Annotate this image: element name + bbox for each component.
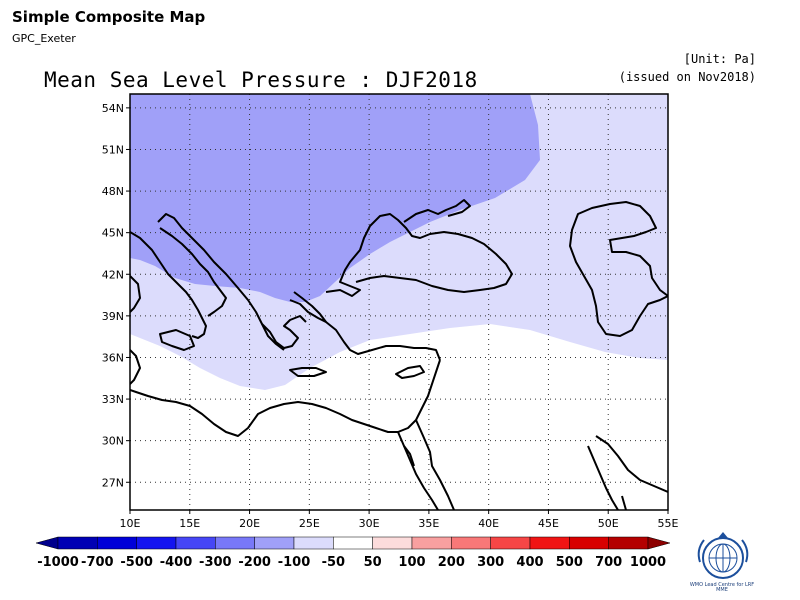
lon-axis: 10E 15E 20E 25E 30E 35E 40E 45E 50E 55E bbox=[120, 510, 679, 530]
colorbar-swatch bbox=[569, 536, 609, 550]
lat-tick-label: 30N bbox=[102, 435, 124, 448]
issued-label: (issued on Nov2018) bbox=[618, 70, 756, 84]
colorbar-swatch bbox=[608, 536, 649, 550]
colorbar-label: 1000 bbox=[630, 555, 666, 570]
lon-tick-label: 15E bbox=[179, 517, 200, 530]
colorbar-arrow-high bbox=[647, 536, 671, 550]
colorbar-swatch bbox=[451, 536, 491, 550]
app-title: Simple Composite Map bbox=[12, 8, 206, 26]
colorbar-label: -100 bbox=[278, 555, 311, 570]
lat-tick-label: 39N bbox=[102, 310, 124, 323]
lon-tick-label: 10E bbox=[120, 517, 141, 530]
coastlines bbox=[130, 199, 668, 510]
colorbar-label: -1000 bbox=[37, 555, 79, 570]
lon-tick-label: 35E bbox=[418, 517, 439, 530]
colorbar-label: -200 bbox=[238, 555, 271, 570]
colorbar-label: 100 bbox=[398, 555, 425, 570]
colorbar-swatch bbox=[97, 536, 137, 550]
lat-tick-label: 48N bbox=[102, 185, 124, 198]
lon-tick-label: 40E bbox=[478, 517, 499, 530]
colorbar-label: -500 bbox=[120, 555, 153, 570]
lat-tick-label: 33N bbox=[102, 393, 124, 406]
colorbar-label: -400 bbox=[160, 555, 193, 570]
lat-tick-label: 42N bbox=[102, 268, 124, 281]
lon-tick-label: 30E bbox=[359, 517, 380, 530]
colorbar-label: 200 bbox=[438, 555, 465, 570]
colorbar-label: 50 bbox=[364, 555, 382, 570]
shade-mid-blue bbox=[130, 94, 540, 302]
lat-tick-label: 36N bbox=[102, 351, 124, 364]
colorbar: -1000 -700 -500 -400 -300 -200 -100 -50 50 100 200… bbox=[35, 536, 671, 570]
colorbar-swatch bbox=[254, 536, 295, 550]
colorbar-label: 500 bbox=[556, 555, 583, 570]
colorbar-swatch bbox=[411, 536, 452, 550]
lon-tick-label: 55E bbox=[658, 517, 679, 530]
colorbar-swatch bbox=[490, 536, 531, 550]
lon-tick-label: 45E bbox=[538, 517, 559, 530]
lon-tick-label: 20E bbox=[239, 517, 260, 530]
colorbar-swatch bbox=[293, 536, 334, 550]
lat-axis: 54N 51N 48N 45N 42N 39N 36N 33N 30N 27N bbox=[102, 102, 130, 489]
colorbar-arrow-low bbox=[35, 536, 59, 550]
map-frame bbox=[129, 93, 669, 511]
map-title: Mean Sea Level Pressure : DJF2018 bbox=[44, 68, 478, 92]
colorbar-swatch bbox=[57, 536, 98, 550]
colorbar-label: 700 bbox=[595, 555, 622, 570]
colorbar-swatch bbox=[333, 536, 373, 550]
unit-label: [Unit: Pa] bbox=[683, 52, 756, 66]
lon-tick-label: 50E bbox=[598, 517, 619, 530]
map-plot-area bbox=[130, 94, 668, 510]
colorbar-swatch bbox=[529, 536, 570, 550]
colorbar-label: 400 bbox=[516, 555, 543, 570]
source-label: GPC_Exeter bbox=[12, 32, 76, 45]
lon-tick-label: 25E bbox=[299, 517, 320, 530]
colorbar-label: -50 bbox=[322, 555, 346, 570]
lat-tick-label: 27N bbox=[102, 476, 124, 489]
colorbar-swatch bbox=[215, 536, 255, 550]
lat-tick-label: 45N bbox=[102, 227, 124, 240]
logo-text: WMO Lead Centre for LRF MME bbox=[689, 582, 755, 593]
lat-tick-label: 54N bbox=[102, 102, 124, 115]
colorbar-swatch bbox=[136, 536, 177, 550]
colorbar-swatch bbox=[175, 536, 216, 550]
colorbar-swatch bbox=[372, 536, 413, 550]
colorbar-label: 300 bbox=[477, 555, 504, 570]
colorbar-label: -300 bbox=[199, 555, 232, 570]
wmo-emblem-icon bbox=[697, 532, 749, 579]
lat-tick-label: 51N bbox=[102, 143, 124, 156]
colorbar-label: -700 bbox=[81, 555, 114, 570]
